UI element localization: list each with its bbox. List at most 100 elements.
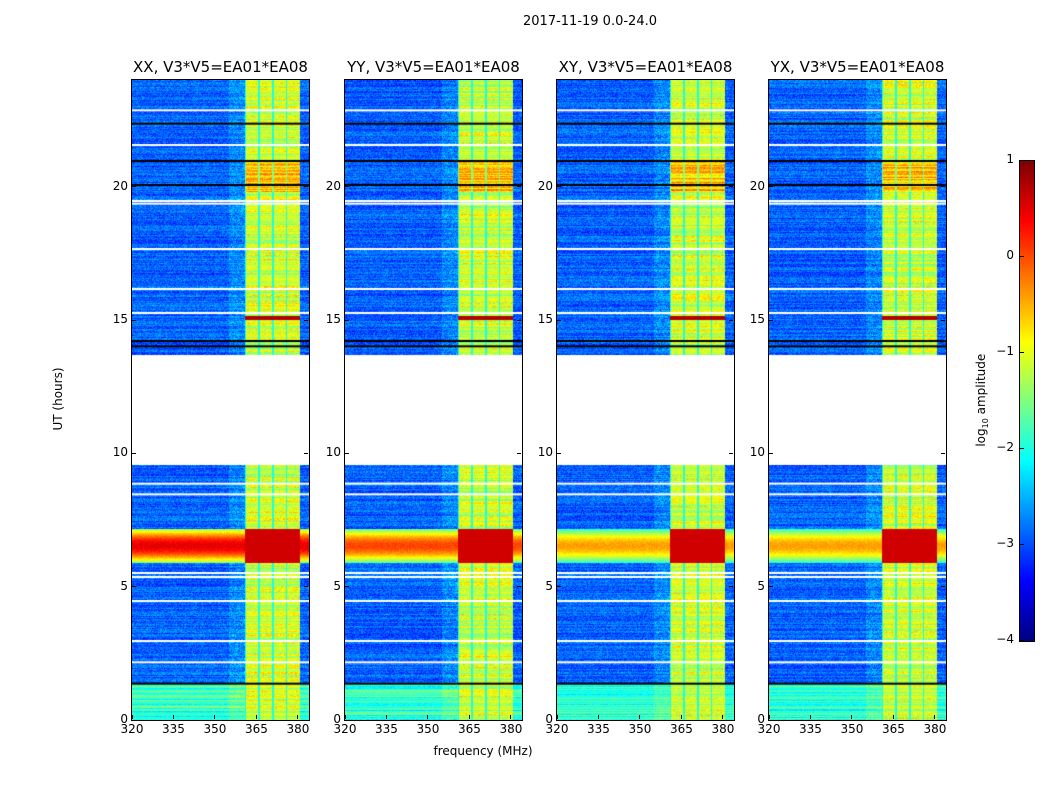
y-tick — [769, 586, 773, 588]
colorbar-label-sub: 10 — [981, 418, 991, 429]
panel-title: XY, V3*V5=EA01*EA08 — [558, 58, 733, 76]
y-axis-label: UT (hours) — [51, 367, 65, 431]
y-tick — [769, 319, 773, 321]
colorbar-tick-label: −1 — [996, 344, 1014, 358]
y-tick-label: 15 — [325, 312, 341, 326]
y-tick-label: 15 — [112, 312, 128, 326]
spectrogram-yx — [769, 80, 946, 720]
x-tick-label: 320 — [333, 722, 357, 736]
y-tick-label: 10 — [325, 445, 341, 460]
y-tick — [557, 319, 561, 321]
x-tick-label: 380 — [286, 722, 310, 736]
y-tick-label: 5 — [333, 578, 341, 593]
y-tick — [345, 586, 349, 588]
y-tick-label: 5 — [757, 578, 765, 593]
colorbar-tick-label: −3 — [996, 536, 1014, 550]
x-tick-label: 350 — [840, 722, 864, 736]
y-tick — [729, 586, 733, 588]
y-tick — [132, 586, 136, 588]
x-tick — [680, 715, 682, 719]
y-tick — [345, 186, 349, 188]
y-tick — [132, 719, 136, 721]
x-tick — [385, 715, 387, 719]
y-tick — [304, 319, 308, 321]
y-tick — [345, 452, 349, 454]
colorbar-tick-label: 0 — [1006, 248, 1014, 262]
y-tick-label: 10 — [112, 445, 128, 460]
y-tick — [345, 719, 349, 721]
colorbar-tick — [1020, 640, 1024, 641]
colorbar-tick-label: −2 — [996, 440, 1014, 454]
y-tick — [517, 452, 521, 454]
y-tick — [769, 452, 773, 454]
y-tick — [557, 186, 561, 188]
colorbar — [1019, 160, 1035, 642]
x-tick — [468, 715, 470, 719]
y-tick — [517, 586, 521, 588]
y-tick — [304, 452, 308, 454]
y-tick — [304, 186, 308, 188]
x-tick — [214, 715, 216, 719]
x-tick-label: 365 — [670, 722, 693, 736]
x-tick — [809, 715, 811, 719]
panel-yy: YY, V3*V5=EA01*EA08 320 335 350 365 380 0 5 10 1… — [326, 58, 523, 736]
y-tick — [557, 452, 561, 454]
y-tick — [941, 186, 945, 188]
y-tick — [769, 186, 773, 188]
x-tick — [768, 715, 770, 719]
y-tick — [769, 719, 773, 721]
x-tick-label: 320 — [120, 722, 144, 736]
x-tick-label: 350 — [203, 722, 227, 736]
colorbar-tick — [1020, 448, 1024, 449]
colorbar-tick — [1020, 160, 1024, 161]
y-tick — [729, 186, 733, 188]
x-tick — [597, 715, 599, 719]
x-tick — [892, 715, 894, 719]
x-tick-label: 335 — [799, 722, 822, 736]
spectrogram-yy — [345, 80, 522, 720]
y-tick-label: 10 — [749, 445, 765, 460]
y-tick-label: 10 — [537, 445, 553, 460]
x-tick — [639, 715, 641, 719]
x-tick-label: 380 — [711, 722, 735, 736]
y-tick-label: 20 — [749, 178, 765, 193]
panel-title: YX, V3*V5=EA01*EA08 — [770, 58, 945, 76]
x-tick — [510, 715, 512, 719]
y-tick — [304, 719, 308, 721]
colorbar-label-main: log — [973, 428, 988, 447]
panel-title: YY, V3*V5=EA01*EA08 — [347, 58, 520, 76]
y-tick — [941, 452, 945, 454]
y-tick-label: 0 — [757, 712, 765, 726]
y-tick — [345, 319, 349, 321]
y-tick — [941, 719, 945, 721]
x-tick-label: 350 — [628, 722, 652, 736]
x-tick — [934, 715, 936, 719]
colorbar-tick — [1020, 544, 1024, 545]
y-tick — [517, 186, 521, 188]
y-tick — [132, 319, 136, 321]
y-tick — [132, 186, 136, 188]
y-tick — [729, 719, 733, 721]
y-tick-label: 15 — [749, 312, 765, 326]
x-tick-label: 350 — [416, 722, 440, 736]
y-tick-label: 5 — [120, 578, 128, 593]
x-tick — [851, 715, 853, 719]
y-tick — [729, 319, 733, 321]
x-tick-label: 320 — [757, 722, 781, 736]
y-tick — [941, 319, 945, 321]
x-tick — [427, 715, 429, 719]
y-tick — [517, 719, 521, 721]
y-tick — [729, 452, 733, 454]
y-tick — [304, 586, 308, 588]
colorbar-tick — [1020, 352, 1024, 353]
x-tick-label: 380 — [499, 722, 523, 736]
colorbar-tick-label: −4 — [996, 632, 1014, 646]
figure-title: 2017-11-19 0.0-24.0 — [523, 14, 657, 29]
y-tick — [517, 319, 521, 321]
x-tick-label: 335 — [162, 722, 185, 736]
y-tick-label: 0 — [545, 712, 553, 726]
colorbar-tick — [1020, 256, 1024, 257]
x-tick-label: 365 — [882, 722, 905, 736]
y-tick-label: 0 — [333, 712, 341, 726]
x-tick — [556, 715, 558, 719]
